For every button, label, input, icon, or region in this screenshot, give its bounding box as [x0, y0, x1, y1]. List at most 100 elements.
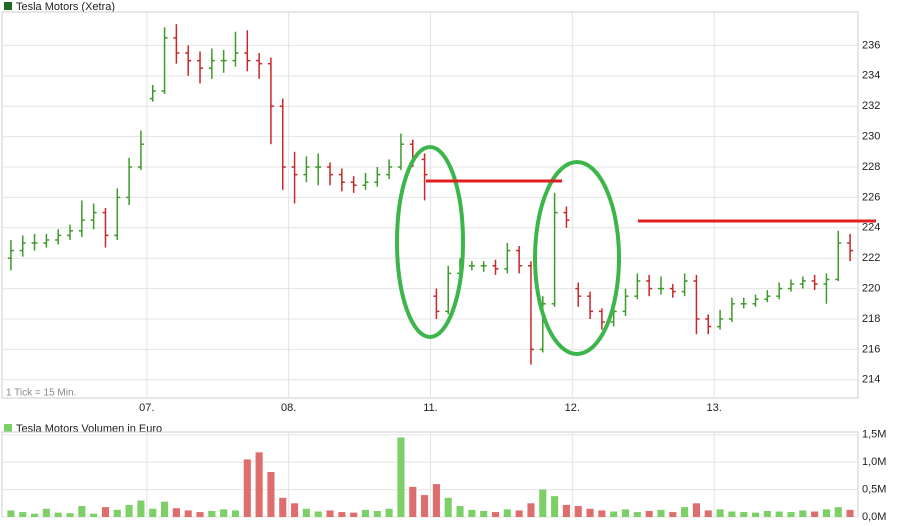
y-tick-label: 0,5M	[862, 483, 886, 495]
interval-note: 1 Tick = 15 Min.	[6, 388, 76, 399]
volume-bar	[598, 510, 606, 517]
volume-bar	[255, 452, 263, 517]
volume-bar	[527, 503, 535, 517]
volume-bar	[716, 509, 724, 517]
x-tick-label: 12.	[565, 402, 580, 414]
x-tick-label: 11.	[423, 402, 437, 414]
volume-bar	[822, 509, 830, 517]
volume-bar	[184, 510, 192, 517]
y-tick-label: 216	[862, 343, 880, 355]
volume-bar	[172, 508, 180, 517]
volume-bar	[326, 510, 334, 517]
volume-bar	[42, 508, 50, 517]
volume-bar	[421, 495, 429, 517]
volume-bar	[350, 512, 358, 517]
volume-bar	[31, 513, 39, 517]
annotation-ellipse	[533, 160, 621, 356]
y-tick-label: 214	[862, 374, 880, 386]
volume-bar	[610, 511, 618, 517]
volume-bar	[763, 510, 771, 517]
volume-bar	[621, 509, 630, 517]
volume-bar	[681, 507, 689, 517]
volume-bar	[775, 511, 783, 517]
volume-bar	[480, 510, 488, 517]
y-tick-label: 226	[862, 191, 880, 203]
volume-bar	[338, 512, 346, 517]
volume-bar	[196, 512, 204, 517]
volume-bar	[834, 507, 842, 517]
volume-bar	[208, 510, 216, 517]
volume-bar	[78, 506, 86, 517]
volume-bar	[113, 509, 121, 517]
volume-bar	[149, 508, 157, 517]
volume-bar	[704, 510, 712, 517]
y-tick-label: 1,5M	[862, 429, 886, 441]
volume-bar	[799, 510, 807, 517]
volume-bar	[503, 509, 511, 517]
volume-bar	[468, 509, 476, 517]
volume-bar	[657, 509, 665, 517]
volume-bar	[101, 507, 110, 517]
volume-bar	[279, 497, 287, 517]
volume-bar	[751, 512, 760, 517]
volume-bar	[7, 510, 15, 517]
x-tick-label: 07.	[139, 402, 154, 414]
legend-swatch	[4, 2, 12, 10]
x-tick-label: 13.	[707, 402, 722, 414]
y-tick-label: 224	[862, 222, 880, 234]
volume-bar	[302, 508, 310, 517]
volume-bar	[90, 513, 98, 517]
volume-bar	[669, 512, 677, 517]
volume-bar	[361, 509, 370, 517]
volume-bar	[491, 512, 500, 517]
volume-bar	[125, 504, 133, 517]
volume-bar	[740, 512, 748, 517]
volume-bar	[397, 437, 405, 517]
volume-bar	[515, 510, 523, 517]
y-tick-label: 0,0M	[862, 511, 886, 523]
volume-bar	[161, 501, 169, 517]
volume-bar	[846, 509, 854, 517]
volume-bar	[267, 472, 275, 517]
volume-bar	[787, 512, 795, 517]
y-tick-label: 222	[862, 252, 880, 264]
volume-bar	[314, 511, 322, 517]
volume-bar	[373, 510, 381, 517]
volume-title: Tesla Motors Volumen in Euro	[16, 423, 162, 435]
volume-bar	[432, 484, 440, 517]
y-tick-label: 218	[862, 313, 880, 325]
legend-swatch	[4, 424, 12, 432]
volume-bar	[633, 512, 641, 517]
volume-bar	[539, 489, 547, 517]
volume-bar	[586, 508, 594, 517]
volume-bar	[574, 506, 582, 517]
volume-bar	[19, 512, 27, 517]
y-tick-label: 234	[862, 70, 880, 82]
annotation-ellipse	[395, 145, 465, 339]
volume-bar	[645, 510, 653, 517]
volume-bar	[456, 506, 464, 517]
volume-bar	[444, 497, 452, 517]
y-tick-label: 220	[862, 282, 880, 294]
volume-bar	[66, 513, 74, 517]
y-tick-label: 1,0M	[862, 456, 886, 468]
y-tick-label: 228	[862, 161, 880, 173]
volume-bar	[231, 510, 240, 517]
volume-bar	[243, 459, 251, 517]
x-tick-label: 08.	[281, 402, 296, 414]
volume-bar	[562, 504, 570, 517]
volume-bar	[811, 511, 819, 517]
volume-bar	[551, 496, 559, 517]
y-tick-label: 232	[862, 100, 880, 112]
volume-bar	[692, 503, 700, 517]
chart-title: Tesla Motors (Xetra)	[16, 1, 115, 13]
volume-bar	[137, 500, 145, 517]
volume-bar	[385, 508, 393, 517]
volume-bar	[409, 486, 417, 517]
volume-bar	[291, 503, 299, 517]
volume-bar	[728, 511, 736, 517]
y-tick-label: 230	[862, 131, 880, 143]
volume-bar	[220, 509, 228, 517]
